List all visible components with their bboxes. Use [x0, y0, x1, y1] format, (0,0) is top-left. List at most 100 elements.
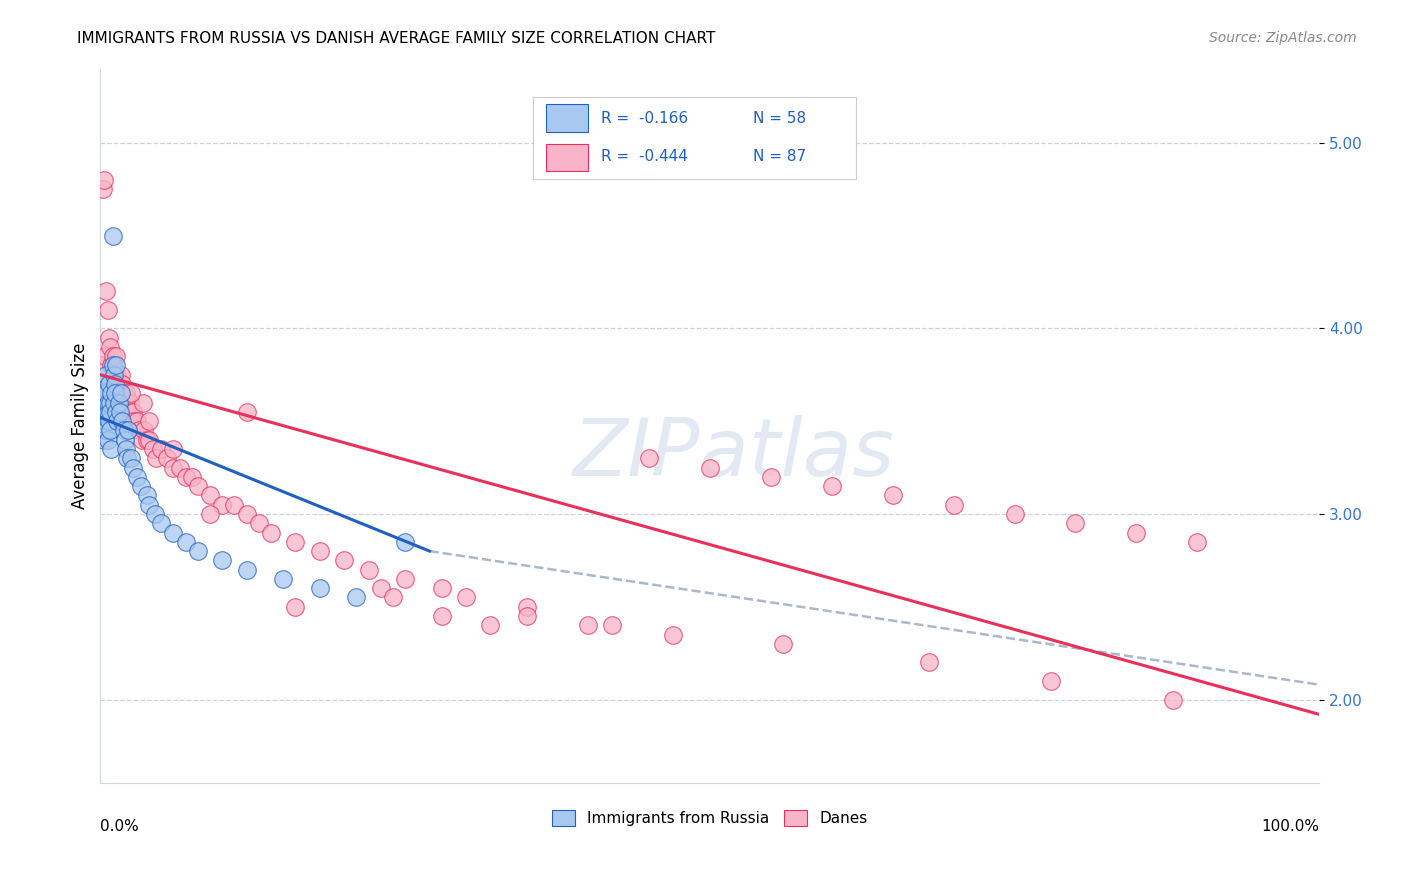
Point	[107, 405, 129, 419]
Point	[156, 451, 179, 466]
Point	[308, 544, 330, 558]
Point	[454, 591, 477, 605]
Point	[1125, 525, 1147, 540]
Point	[1064, 516, 1087, 531]
Point	[91, 377, 114, 392]
Text: ZIPatlas: ZIPatlas	[574, 416, 896, 493]
Point	[918, 656, 941, 670]
Point	[187, 479, 209, 493]
Point	[516, 609, 538, 624]
Point	[271, 572, 294, 586]
Point	[699, 460, 721, 475]
Point	[381, 591, 404, 605]
Point	[357, 563, 380, 577]
Point	[97, 302, 120, 317]
Point	[101, 359, 124, 373]
Point	[93, 386, 115, 401]
Point	[198, 488, 221, 502]
Point	[115, 442, 138, 456]
Point	[344, 591, 367, 605]
Point	[132, 395, 155, 409]
Point	[91, 405, 114, 419]
Point	[138, 433, 160, 447]
Point	[108, 405, 131, 419]
Point	[96, 386, 118, 401]
Point	[370, 581, 392, 595]
Point	[107, 368, 129, 382]
Point	[117, 424, 139, 438]
Point	[124, 414, 146, 428]
Point	[662, 627, 685, 641]
Point	[96, 284, 118, 298]
Point	[90, 395, 112, 409]
Point	[430, 581, 453, 595]
Point	[107, 395, 129, 409]
Point	[94, 414, 117, 428]
Point	[1004, 507, 1026, 521]
Point	[97, 377, 120, 392]
Point	[96, 424, 118, 438]
Point	[96, 368, 118, 382]
Point	[333, 553, 356, 567]
Point	[93, 405, 115, 419]
Point	[198, 507, 221, 521]
Point	[120, 405, 142, 419]
Point	[103, 368, 125, 382]
Point	[135, 488, 157, 502]
Point	[1187, 534, 1209, 549]
Point	[759, 470, 782, 484]
Point	[98, 340, 121, 354]
Point	[114, 433, 136, 447]
Point	[180, 470, 202, 484]
Point	[93, 433, 115, 447]
Point	[104, 386, 127, 401]
Point	[100, 359, 122, 373]
Point	[260, 525, 283, 540]
Point	[117, 405, 139, 419]
Point	[114, 395, 136, 409]
Point	[120, 451, 142, 466]
Point	[150, 516, 173, 531]
Point	[98, 395, 121, 409]
Point	[97, 395, 120, 409]
Point	[142, 442, 165, 456]
Point	[112, 386, 135, 401]
Point	[101, 228, 124, 243]
Point	[91, 182, 114, 196]
Point	[882, 488, 904, 502]
Point	[134, 424, 156, 438]
Point	[128, 424, 150, 438]
Point	[235, 507, 257, 521]
Point	[112, 424, 135, 438]
Point	[125, 414, 148, 428]
Point	[211, 553, 233, 567]
Point	[942, 498, 965, 512]
Point	[235, 563, 257, 577]
Point	[772, 637, 794, 651]
Point	[1161, 692, 1184, 706]
Point	[138, 414, 160, 428]
Text: 100.0%: 100.0%	[1261, 819, 1319, 834]
Point	[211, 498, 233, 512]
Point	[115, 386, 138, 401]
Point	[105, 405, 128, 419]
Point	[638, 451, 661, 466]
Point	[1040, 673, 1063, 688]
Point	[145, 451, 167, 466]
Point	[98, 405, 121, 419]
Point	[247, 516, 270, 531]
Point	[103, 395, 125, 409]
Point	[122, 460, 145, 475]
Point	[90, 359, 112, 373]
Point	[235, 405, 257, 419]
Point	[104, 377, 127, 392]
Point	[105, 349, 128, 363]
Point	[97, 405, 120, 419]
Point	[111, 414, 134, 428]
Point	[174, 470, 197, 484]
Point	[129, 479, 152, 493]
Point	[135, 433, 157, 447]
Text: IMMIGRANTS FROM RUSSIA VS DANISH AVERAGE FAMILY SIZE CORRELATION CHART: IMMIGRANTS FROM RUSSIA VS DANISH AVERAGE…	[77, 31, 716, 46]
Point	[131, 433, 153, 447]
Text: Source: ZipAtlas.com: Source: ZipAtlas.com	[1209, 31, 1357, 45]
